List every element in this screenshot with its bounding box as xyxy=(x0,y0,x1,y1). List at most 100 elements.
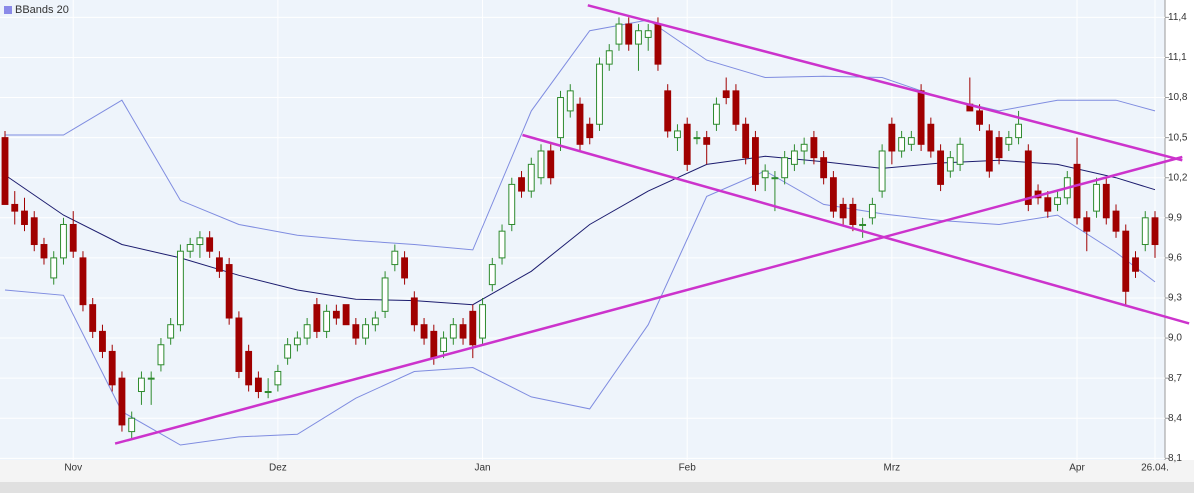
candle-body xyxy=(147,377,155,380)
candle-body xyxy=(713,103,720,125)
candle-body xyxy=(362,324,370,339)
x-tick-label: Mrz xyxy=(884,463,901,474)
candle-body xyxy=(878,150,886,192)
candle-body xyxy=(586,123,594,139)
candle-body xyxy=(674,130,681,139)
candle-body xyxy=(839,203,847,219)
candle-body xyxy=(293,337,301,346)
candle-body xyxy=(917,90,925,145)
candle-body xyxy=(829,177,837,212)
candle-body xyxy=(410,297,418,326)
candle-body xyxy=(937,150,945,185)
candle-body xyxy=(976,110,983,125)
candle-body xyxy=(859,223,867,226)
candle-body xyxy=(89,304,97,332)
candle-body xyxy=(1054,197,1061,205)
candle-body xyxy=(1141,217,1149,246)
y-tick-label: 8,7 xyxy=(1168,373,1182,384)
candle-body xyxy=(60,223,67,259)
candle-body xyxy=(849,203,857,225)
y-tick-label: 11,4 xyxy=(1168,12,1187,23)
trend-line xyxy=(587,4,1183,162)
candle-body xyxy=(985,130,993,172)
candle-body xyxy=(820,157,828,179)
candle-body xyxy=(479,304,486,339)
candle-body xyxy=(888,123,896,152)
candle-body xyxy=(167,324,175,339)
candle-body xyxy=(274,370,282,386)
legend-label: BBands 20 xyxy=(15,4,69,16)
candle-body xyxy=(693,137,701,140)
candle-body xyxy=(79,257,87,306)
candle-body xyxy=(683,123,691,165)
candle-body xyxy=(1102,183,1110,219)
candle-body xyxy=(800,143,808,152)
candle-body xyxy=(1132,257,1139,272)
legend-swatch xyxy=(4,6,12,14)
x-tick-label: Dez xyxy=(269,463,287,474)
candle-body xyxy=(1,137,9,205)
y-tick-label: 9,6 xyxy=(1168,253,1182,264)
candle-body xyxy=(498,230,506,259)
candle-body xyxy=(956,143,964,165)
candle-body xyxy=(664,90,672,132)
candle-body xyxy=(30,217,38,246)
candle-body xyxy=(537,150,545,179)
candle-body xyxy=(118,377,126,426)
bollinger-band xyxy=(4,170,1156,446)
candle-body xyxy=(868,203,876,219)
candle-body xyxy=(128,417,136,433)
candle-body xyxy=(644,30,652,38)
y-tick-label: 10,2 xyxy=(1168,172,1188,183)
candle-body xyxy=(11,203,19,212)
y-tick-label: 11,1 xyxy=(1168,52,1187,63)
candle-body xyxy=(391,250,399,266)
candle-body xyxy=(371,317,379,326)
candle-body xyxy=(284,344,292,359)
candle-body xyxy=(566,90,574,112)
y-tick-label: 8,1 xyxy=(1168,453,1182,464)
candle-body xyxy=(1112,210,1120,232)
candle-body xyxy=(907,137,915,145)
candle-body xyxy=(527,163,535,192)
candle-body xyxy=(440,337,447,352)
candle-body xyxy=(332,310,340,319)
candle-body xyxy=(1151,217,1159,246)
candle-body xyxy=(303,324,311,339)
candle-body xyxy=(771,177,779,180)
candle-body xyxy=(401,257,409,279)
candle-body xyxy=(50,257,58,279)
candle-body xyxy=(215,257,223,272)
candle-body xyxy=(1005,137,1013,145)
candle-body xyxy=(1122,230,1130,292)
candle-body xyxy=(264,391,272,394)
candle-body xyxy=(946,157,954,172)
candle-body xyxy=(40,244,48,259)
candle-body xyxy=(654,23,662,65)
candle-body xyxy=(596,63,603,125)
candle-body xyxy=(21,210,28,225)
candle-body xyxy=(1024,150,1032,205)
candle-body xyxy=(703,137,711,145)
x-tick-label: 26.04. xyxy=(1141,463,1169,474)
candle-body xyxy=(995,137,1003,159)
x-axis-band xyxy=(0,460,1194,482)
candle-body xyxy=(576,103,584,145)
candle-body xyxy=(235,317,243,372)
candle-body xyxy=(430,330,438,359)
trend-line xyxy=(522,133,1190,325)
candle-body xyxy=(323,310,331,332)
candle-body xyxy=(381,277,389,312)
candle-body xyxy=(625,23,633,45)
candle-body xyxy=(138,377,145,393)
candle-body xyxy=(781,157,789,179)
candle-body xyxy=(547,150,555,179)
y-tick-label: 8,4 xyxy=(1168,413,1182,424)
candle-body xyxy=(752,137,759,185)
candle-body xyxy=(469,310,477,346)
candle-body xyxy=(108,350,116,386)
candle-body xyxy=(1044,197,1052,212)
candle-body xyxy=(99,330,106,352)
candle-body xyxy=(352,324,360,339)
candle-body xyxy=(196,237,204,246)
